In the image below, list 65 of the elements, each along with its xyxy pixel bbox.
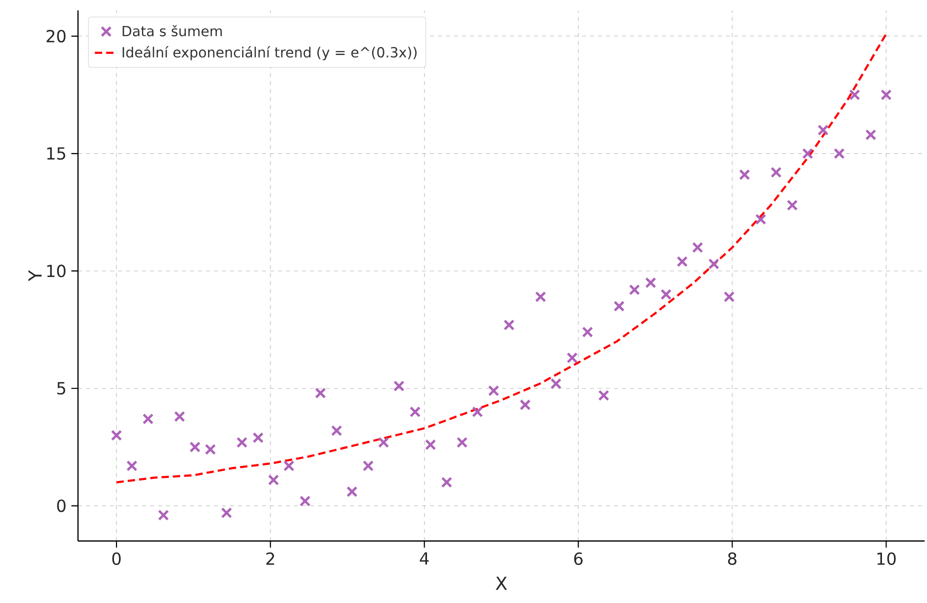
point [598, 390, 610, 401]
x-axis-title: X [496, 576, 507, 590]
point [346, 486, 358, 498]
point [535, 291, 546, 302]
point [566, 352, 578, 364]
point [456, 436, 468, 448]
point [300, 496, 311, 507]
point [676, 256, 688, 268]
y-axis-title: Y [28, 270, 42, 282]
point [142, 413, 154, 424]
point [880, 89, 892, 100]
point [410, 406, 421, 418]
point [378, 436, 390, 448]
point [708, 258, 720, 270]
point [174, 411, 186, 422]
point [614, 300, 625, 312]
point [849, 89, 860, 100]
point [221, 507, 232, 518]
point [424, 439, 436, 450]
point [520, 399, 531, 410]
point [283, 460, 294, 472]
y-tick-label: 20 [46, 30, 66, 42]
point [393, 380, 405, 392]
point [660, 288, 672, 300]
x-tick-label: 2 [266, 552, 274, 565]
point [739, 169, 750, 180]
point [550, 378, 562, 390]
point [331, 425, 342, 436]
y-tick-label: 5 [57, 382, 66, 395]
point [110, 430, 122, 441]
y-tick-label: 0 [57, 499, 66, 512]
point [582, 326, 594, 338]
point [441, 476, 452, 488]
point [628, 284, 640, 296]
point [645, 277, 656, 288]
point [126, 460, 138, 472]
point [236, 436, 248, 448]
point [802, 148, 814, 160]
point [818, 124, 829, 136]
point [158, 510, 169, 521]
point [865, 129, 876, 140]
x-tick-label: 6 [574, 552, 583, 565]
x-tick-label: 8 [728, 552, 736, 565]
point [786, 200, 798, 211]
point [252, 432, 264, 444]
point [472, 406, 484, 418]
point [362, 460, 374, 472]
point [504, 319, 515, 331]
point [204, 444, 216, 455]
x-tick-label: 10 [877, 552, 896, 565]
point [755, 214, 766, 225]
point [724, 291, 735, 302]
point [692, 242, 704, 254]
point [834, 148, 845, 160]
point [314, 388, 326, 399]
legend-label: Ideální exponenciální trend (y = e^(0.3x)) [122, 46, 417, 60]
point [268, 474, 280, 486]
point [488, 385, 500, 396]
x-tick-label: 4 [420, 552, 429, 565]
y-tick-label: 15 [47, 147, 66, 160]
legend-label: Data s šumem [122, 24, 222, 36]
point [189, 442, 201, 453]
y-tick-label: 10 [47, 264, 66, 278]
x-tick-label: 0 [112, 552, 121, 565]
point [770, 166, 782, 178]
